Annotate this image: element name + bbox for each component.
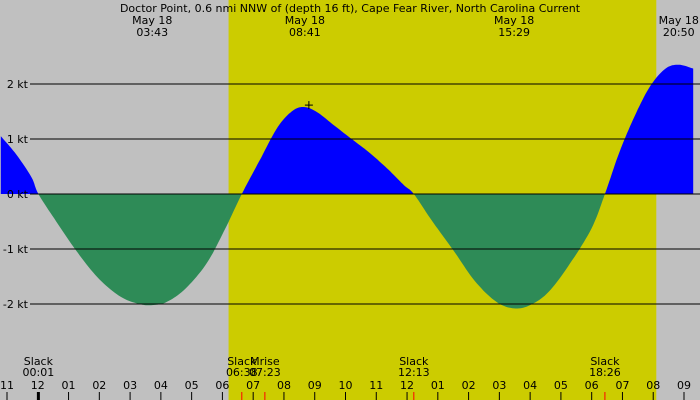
hour-label: 12 [31,379,45,392]
y-tick-label: -2 kt [3,298,29,311]
current-time-marker [304,101,313,110]
peak-time-label: 15:29 [498,26,530,39]
hour-label: 09 [677,379,691,392]
peak-date-label: May 18 [132,14,172,27]
current-areas [0,64,694,309]
hour-label: 06 [215,379,229,392]
event-name-label: Mrise [250,355,280,368]
peak-date-label: May 18 [285,14,325,27]
gridlines [30,83,700,305]
event-name-label: Slack [24,355,54,368]
hour-label: 03 [492,379,506,392]
y-tick-label: -1 kt [3,243,29,256]
hour-label: 07 [246,379,260,392]
event-labels: Slack00:01Slack06:38Mrise07:23Slack12:13… [23,355,621,400]
ebb-area [0,194,694,309]
hour-label: 10 [339,379,353,392]
hour-label: 06 [585,379,599,392]
peak-date-label: May 18 [659,14,699,27]
event-name-label: Slack [590,355,620,368]
hour-axis: 11 12 01 02 03 04 05 06 07 08 09 10 11 12 01 02 03 04 05 06… [0,379,691,400]
hour-label: 04 [154,379,168,392]
peak-date-label: May 18 [494,14,534,27]
event-time-label: 12:13 [398,366,430,379]
peak-time-label: 08:41 [289,26,321,39]
hour-label: 09 [308,379,322,392]
event-name-label: Slack [399,355,429,368]
hour-label: 01 [62,379,76,392]
hour-label: 04 [523,379,537,392]
peak-time-label: 03:43 [136,26,168,39]
y-axis-labels: 2 kt 1 kt 0 kt -1 kt -2 kt [3,78,29,311]
hour-label: 07 [615,379,629,392]
hour-label: 08 [277,379,291,392]
hour-label: 11 [369,379,383,392]
event-time-label: 00:01 [23,366,55,379]
y-tick-label: 0 kt [7,188,29,201]
hour-label: 02 [462,379,476,392]
hour-label: 03 [123,379,137,392]
event-time-label: 18:26 [589,366,621,379]
peak-time-label: 20:50 [663,26,695,39]
hour-label: 11 [0,379,14,392]
hour-label: 01 [431,379,445,392]
flood-area [0,64,694,194]
hour-label: 05 [554,379,568,392]
event-name-label: Slack [227,355,257,368]
chart-title: Doctor Point, 0.6 nmi NNW of (depth 16 f… [120,2,581,15]
y-tick-label: 2 kt [7,78,29,91]
hour-label: 08 [646,379,660,392]
hour-label: 05 [185,379,199,392]
event-time-label: 06:38 [226,366,258,379]
hour-label: 12 [400,379,414,392]
y-tick-label: 1 kt [7,133,29,146]
hour-label: 02 [92,379,106,392]
event-time-label: 07:23 [249,366,281,379]
